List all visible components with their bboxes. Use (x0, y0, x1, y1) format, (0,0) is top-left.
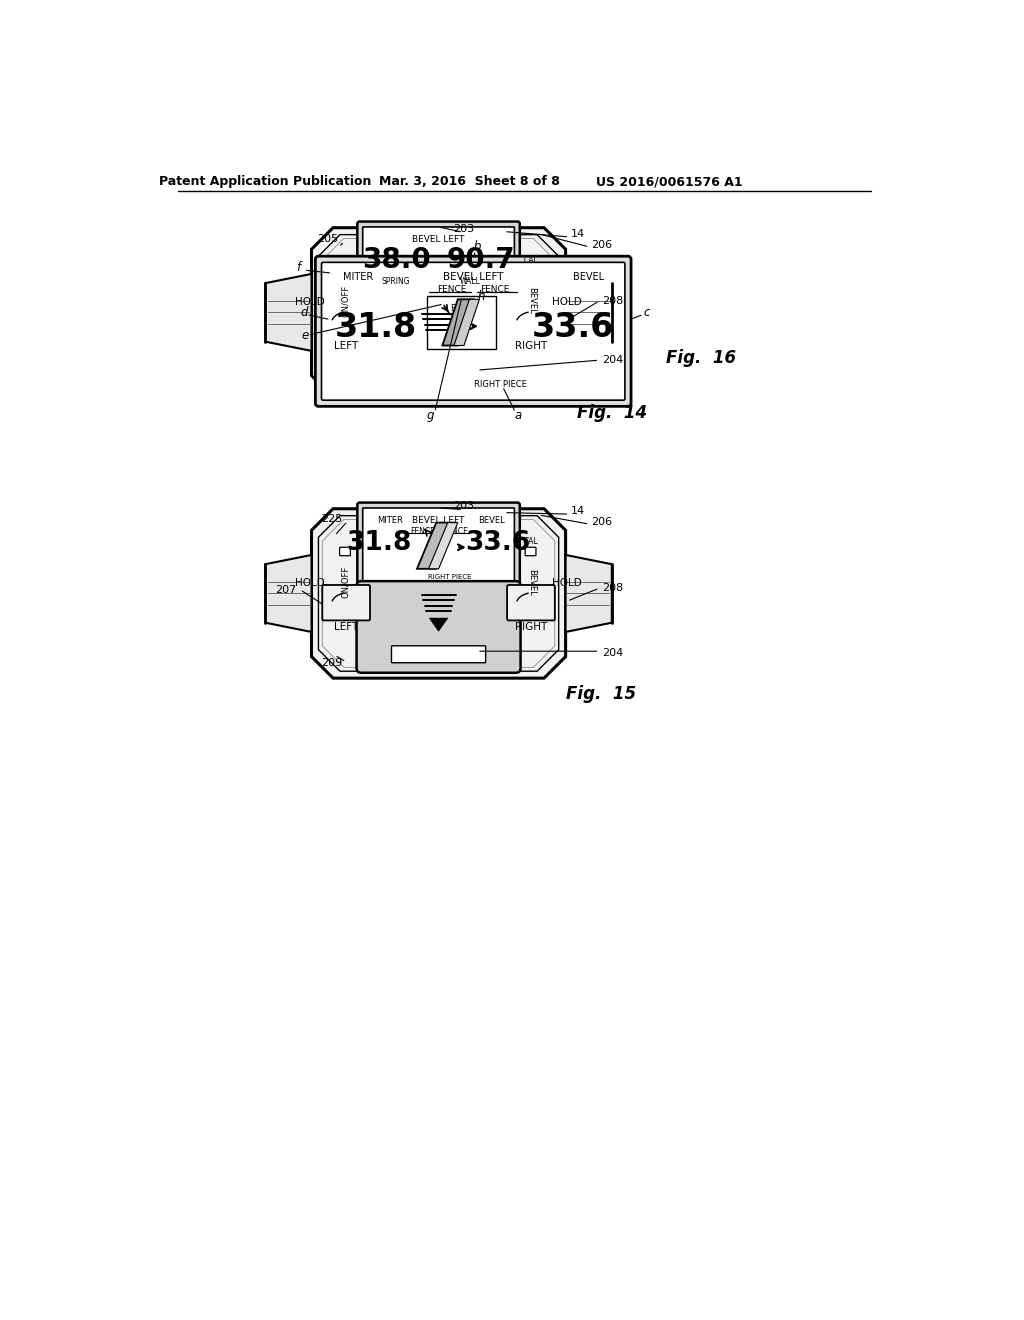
Text: Fig.  14: Fig. 14 (578, 404, 647, 421)
FancyBboxPatch shape (356, 300, 520, 392)
FancyBboxPatch shape (507, 304, 555, 339)
Polygon shape (442, 300, 473, 346)
Text: 208: 208 (602, 583, 623, 593)
Text: WALL: WALL (460, 277, 481, 286)
Text: FENCE: FENCE (411, 527, 435, 536)
Text: BEVEL: BEVEL (573, 272, 604, 281)
Text: BEVEL: BEVEL (478, 516, 506, 524)
Text: 203: 203 (453, 224, 474, 234)
FancyBboxPatch shape (356, 581, 520, 673)
Text: RIGHT PIECE: RIGHT PIECE (428, 573, 472, 579)
Text: BEVEL LEFT: BEVEL LEFT (413, 516, 465, 524)
Polygon shape (429, 337, 447, 350)
Text: 206: 206 (591, 240, 612, 249)
Text: MITER: MITER (377, 516, 402, 524)
Text: 38.0: 38.0 (361, 246, 430, 275)
FancyBboxPatch shape (323, 585, 370, 620)
Polygon shape (565, 275, 611, 351)
Text: Fig.  16: Fig. 16 (666, 350, 736, 367)
Text: HOLD: HOLD (295, 578, 325, 589)
Text: 209: 209 (322, 657, 342, 668)
FancyBboxPatch shape (340, 267, 350, 275)
FancyBboxPatch shape (362, 227, 514, 305)
FancyBboxPatch shape (362, 508, 514, 586)
FancyBboxPatch shape (357, 503, 520, 591)
FancyBboxPatch shape (391, 645, 485, 663)
Polygon shape (417, 523, 456, 569)
Text: BEVEL: BEVEL (526, 288, 536, 314)
Text: f: f (296, 261, 300, 275)
FancyBboxPatch shape (525, 267, 536, 275)
Text: Patent Application Publication: Patent Application Publication (159, 176, 372, 187)
Text: BEVEL LEFT: BEVEL LEFT (443, 272, 504, 281)
Text: LEFT: LEFT (334, 622, 358, 631)
Text: 205: 205 (317, 234, 339, 244)
Text: 14: 14 (571, 506, 585, 516)
FancyBboxPatch shape (391, 364, 485, 381)
Text: BEVEL: BEVEL (526, 569, 536, 595)
Polygon shape (265, 554, 311, 632)
Text: LEFT: LEFT (334, 341, 358, 351)
Text: HOLD: HOLD (552, 297, 582, 308)
Text: MITER: MITER (343, 272, 373, 281)
Text: 207: 207 (274, 585, 296, 594)
Polygon shape (265, 275, 311, 351)
Text: BOT: BOT (451, 304, 468, 313)
Text: RIGHT: RIGHT (515, 341, 547, 351)
Polygon shape (311, 227, 565, 397)
Text: 206: 206 (591, 517, 612, 527)
Text: 204: 204 (602, 648, 623, 657)
Text: c: c (643, 305, 649, 318)
Text: RIGHT PIECE: RIGHT PIECE (474, 380, 526, 389)
Text: 203: 203 (453, 502, 474, 511)
Text: US 2016/0061576 A1: US 2016/0061576 A1 (596, 176, 742, 187)
Text: e: e (301, 329, 309, 342)
Text: Fig.  15: Fig. 15 (565, 685, 636, 702)
Text: ON/OFF: ON/OFF (341, 285, 350, 317)
Text: d: d (300, 305, 307, 318)
Polygon shape (565, 554, 611, 632)
FancyBboxPatch shape (340, 548, 350, 556)
Text: CAL: CAL (524, 537, 539, 545)
FancyBboxPatch shape (315, 256, 631, 407)
Text: SPRING: SPRING (382, 277, 411, 286)
FancyBboxPatch shape (322, 263, 625, 400)
Text: 204: 204 (602, 355, 623, 366)
Text: BEVEL LEFT: BEVEL LEFT (413, 235, 465, 244)
Text: 90.7: 90.7 (446, 246, 515, 275)
Text: FENCE: FENCE (443, 527, 468, 536)
Text: RIGHT: RIGHT (515, 622, 547, 631)
Text: b: b (473, 240, 481, 253)
Text: 208: 208 (602, 296, 623, 306)
Text: HOLD: HOLD (552, 578, 582, 589)
Text: HOLD: HOLD (295, 297, 325, 308)
FancyBboxPatch shape (323, 304, 370, 339)
Text: 225: 225 (322, 513, 342, 524)
Text: 33.6: 33.6 (465, 531, 530, 557)
Text: ON/OFF: ON/OFF (341, 566, 350, 598)
Text: g: g (427, 409, 434, 422)
Text: h: h (477, 289, 484, 302)
Text: FENCE: FENCE (437, 285, 466, 294)
Text: FENCE: FENCE (480, 285, 510, 294)
FancyBboxPatch shape (357, 222, 520, 312)
Text: Mar. 3, 2016  Sheet 8 of 8: Mar. 3, 2016 Sheet 8 of 8 (379, 176, 560, 187)
Polygon shape (454, 300, 479, 346)
Text: 14: 14 (571, 228, 585, 239)
FancyBboxPatch shape (525, 548, 536, 556)
Polygon shape (429, 523, 458, 569)
Text: CAL: CAL (524, 256, 539, 264)
Text: a: a (514, 409, 521, 422)
Polygon shape (429, 618, 447, 631)
Text: 31.8: 31.8 (334, 312, 417, 345)
FancyBboxPatch shape (507, 585, 555, 620)
Polygon shape (311, 508, 565, 678)
Text: 33.6: 33.6 (532, 312, 614, 345)
Text: 31.8: 31.8 (346, 531, 412, 557)
